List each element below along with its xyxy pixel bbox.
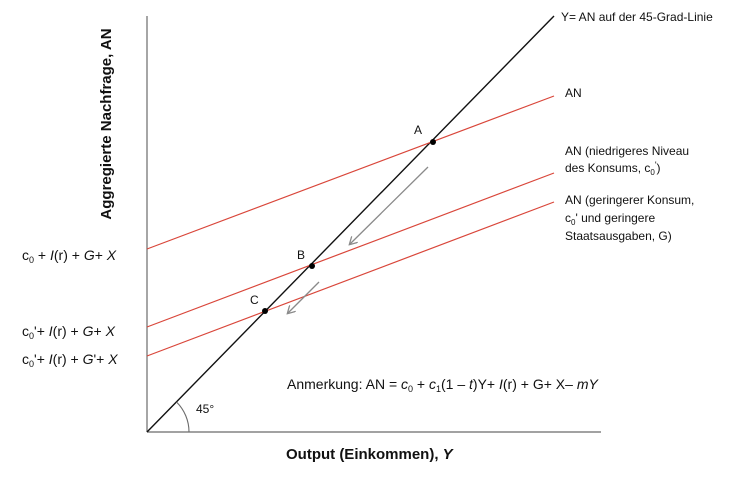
shift-arrow-a-to-b xyxy=(350,166,429,244)
shift-arrow-b-to-c xyxy=(288,281,320,313)
intercept-label-an-lower-consumption-g: c0'+ I(r) + G'+ X xyxy=(22,351,118,369)
point-b-label: B xyxy=(297,248,305,262)
an-lower-consumption-label: AN (niedrigeres Niveau des Konsums, c0') xyxy=(565,144,692,177)
x-axis-title: Output (Einkommen), Y xyxy=(286,446,455,463)
point-a-label: A xyxy=(414,123,422,137)
y-axis-title: Aggregierte Nachfrage, AN xyxy=(98,28,115,219)
line-45-label: Y= AN auf der 45-Grad-Linie xyxy=(561,10,713,24)
an-line-original xyxy=(146,95,555,250)
angle-arc xyxy=(176,401,190,433)
point-a xyxy=(430,139,436,145)
formula-note: Anmerkung: AN = c0 + c1(1 – t)Y+ I(r) + … xyxy=(287,376,599,394)
an-line-lower-consumption xyxy=(146,172,555,328)
an-line-label: AN xyxy=(565,86,582,100)
angle-label: 45° xyxy=(196,402,214,416)
an-lower-consumption-g-label: AN (geringerer Konsum, c0' und geringere… xyxy=(565,193,698,243)
point-b xyxy=(309,263,315,269)
line-45-degree xyxy=(146,15,555,433)
intercept-label-an-lower-consumption: c0'+ I(r) + G+ X xyxy=(22,323,116,341)
point-c-label: C xyxy=(250,293,259,307)
an-line-lower-consumption-and-g xyxy=(146,201,555,357)
point-c xyxy=(262,308,268,314)
intercept-label-an: c0 + I(r) + G+ X xyxy=(22,247,117,265)
